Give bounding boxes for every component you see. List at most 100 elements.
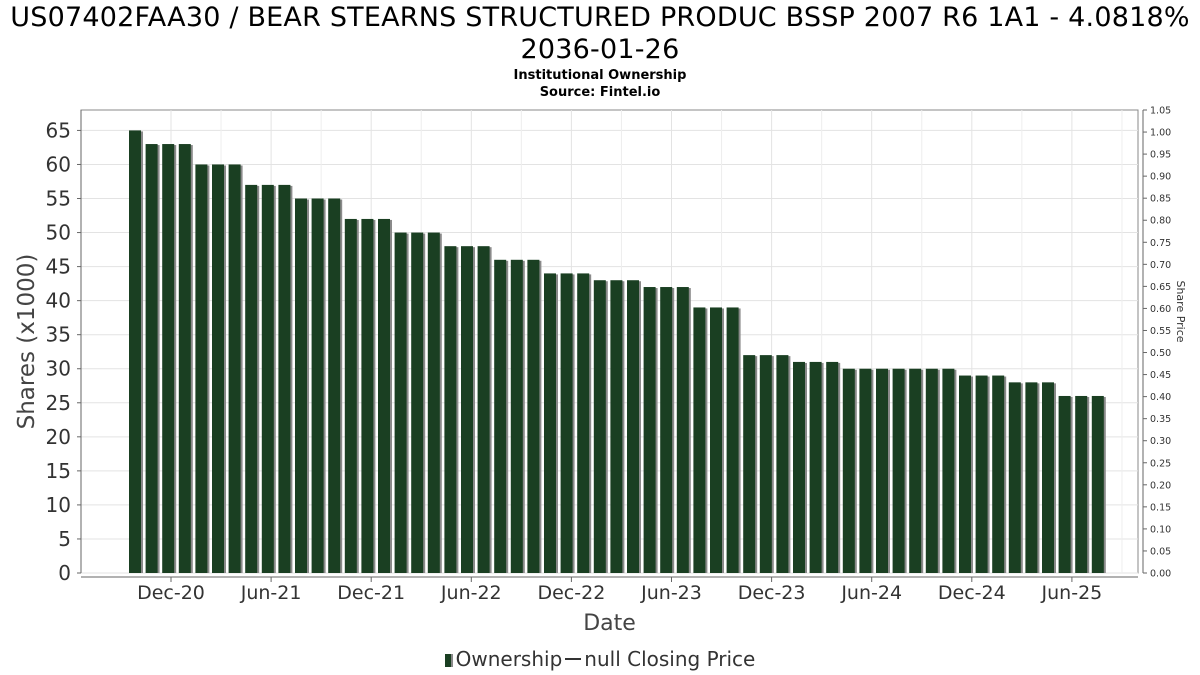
chart-title: US07402FAA30 / BEAR STEARNS STRUCTURED P…	[10, 2, 1190, 65]
bar	[411, 232, 424, 573]
y-tick-label: 5	[58, 527, 71, 551]
bar	[627, 280, 639, 573]
y2-tick-label: 0.40	[1150, 392, 1171, 403]
y-tick-label: 25	[46, 391, 71, 415]
bar	[759, 355, 772, 573]
y2-tick-label: 0.25	[1150, 458, 1171, 469]
bar	[892, 368, 905, 573]
legend-price-swatch	[565, 658, 582, 660]
bar	[693, 307, 706, 573]
x-tick-label: Jun-23	[640, 582, 702, 604]
bar	[776, 355, 789, 573]
bar	[178, 144, 191, 573]
bar	[145, 144, 158, 573]
y2-tick-label: 0.50	[1150, 348, 1171, 359]
x-tick-label: Dec-22	[537, 582, 605, 604]
bar	[577, 273, 590, 573]
y-tick-label: 50	[46, 221, 71, 245]
bar	[1058, 395, 1071, 573]
x-tick-label: Dec-24	[938, 582, 1006, 604]
bar	[743, 355, 756, 573]
y2-tick-label: 0.35	[1150, 414, 1171, 425]
bar	[1091, 395, 1104, 573]
y-tick-label: 15	[46, 459, 71, 483]
chart-subtitle-ownership: Institutional Ownership	[513, 68, 687, 83]
bar	[660, 287, 673, 573]
bar	[544, 273, 556, 573]
y2-tick-label: 0.15	[1150, 502, 1171, 513]
bar	[344, 218, 357, 574]
bar	[975, 375, 988, 573]
y-tick-label: 35	[46, 323, 71, 347]
y2-tick-label: 0.30	[1150, 436, 1171, 447]
y-tick-label: 0	[58, 561, 71, 585]
x-tick-label: Jun-25	[1041, 582, 1103, 604]
y2-tick-label: 1.05	[1150, 106, 1171, 117]
bar	[676, 287, 689, 573]
bar	[510, 259, 523, 573]
bar	[444, 246, 457, 574]
bar	[162, 144, 175, 573]
bar	[295, 198, 307, 573]
bar	[378, 218, 390, 574]
y2-tick-label: 0.95	[1150, 150, 1171, 161]
bar	[992, 375, 1005, 573]
bar	[610, 280, 623, 573]
bar	[859, 368, 872, 573]
y2-tick-label: 0.10	[1150, 524, 1171, 535]
x-tick-label: Dec-20	[137, 582, 205, 604]
bar	[311, 198, 324, 573]
y2-tick-label: 0.70	[1150, 260, 1171, 271]
bar	[195, 164, 208, 573]
y2-tick-label: 0.20	[1150, 480, 1171, 491]
y2-tick-label: 0.75	[1150, 238, 1171, 249]
bar	[427, 232, 440, 573]
bar	[560, 273, 573, 573]
bar	[959, 375, 971, 573]
bar	[212, 164, 224, 573]
bar	[826, 361, 839, 573]
bar	[129, 130, 141, 574]
y2-tick-label: 0.05	[1150, 546, 1171, 557]
y2-tick-label: 0.90	[1150, 172, 1171, 183]
bar	[909, 368, 922, 573]
x-tick-label: Jun-24	[840, 582, 902, 604]
y-tick-label: 45	[46, 255, 71, 279]
y2-tick-label: 0.60	[1150, 304, 1171, 315]
y-tick-label: 20	[46, 425, 71, 449]
legend-ownership-swatch	[444, 654, 453, 667]
legend-price-label: null Closing Price	[584, 647, 756, 671]
bar	[809, 361, 822, 573]
y2-tick-label: 0.00	[1150, 569, 1171, 580]
y-tick-label: 65	[46, 118, 71, 142]
chart-legend: Ownership null Closing Price	[0, 647, 1200, 671]
bar	[1008, 382, 1021, 573]
y2-tick-label: 1.00	[1150, 128, 1171, 139]
y-tick-label: 10	[46, 493, 71, 517]
chart-subtitle-source: Source: Fintel.io	[539, 85, 661, 100]
bar	[278, 184, 291, 573]
bar	[527, 259, 540, 573]
bar	[942, 368, 955, 573]
bar	[710, 307, 722, 573]
bar	[1042, 382, 1054, 573]
y2-axis-title: Share Price	[1174, 280, 1187, 342]
y2-tick-label: 0.80	[1150, 216, 1171, 227]
bar	[726, 307, 739, 573]
x-axis-title: Date	[583, 611, 636, 636]
x-tick-label: Jun-22	[440, 582, 502, 604]
x-tick-label: Jun-21	[240, 582, 302, 604]
x-tick-label: Dec-21	[337, 582, 405, 604]
legend-ownership-label: Ownership	[455, 647, 563, 671]
bar	[1075, 395, 1088, 573]
y2-tick-label: 0.65	[1150, 282, 1171, 293]
y-tick-label: 40	[46, 289, 71, 313]
bar	[1025, 382, 1038, 573]
bar	[876, 368, 888, 573]
bar	[261, 184, 274, 573]
y-tick-label: 55	[46, 187, 71, 211]
bar	[494, 259, 507, 573]
y-axis-title: Shares (x1000)	[14, 254, 40, 430]
bar	[394, 232, 407, 573]
